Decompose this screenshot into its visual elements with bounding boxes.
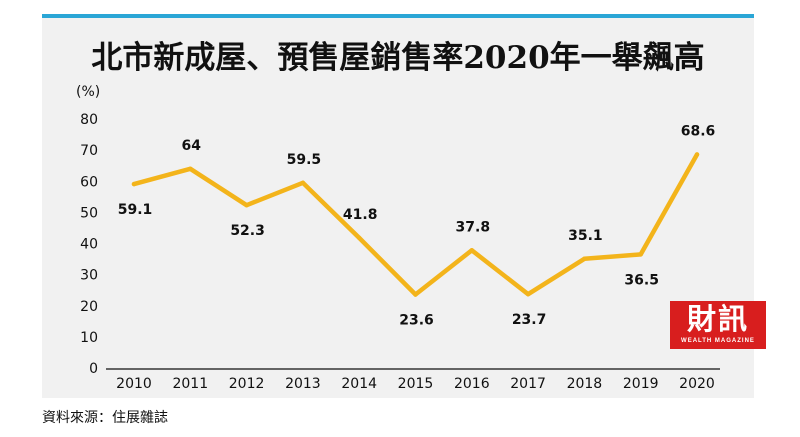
data-label-2010: 59.1 bbox=[118, 202, 153, 218]
data-point-2018 bbox=[582, 256, 587, 261]
data-label-2011: 64 bbox=[182, 138, 202, 154]
x-tick-label-2020: 2020 bbox=[679, 376, 715, 392]
x-tick-label-2010: 2010 bbox=[116, 376, 152, 392]
data-label-2017: 23.7 bbox=[512, 312, 547, 328]
y-tick-label-70: 70 bbox=[80, 143, 98, 159]
x-tick-label-2016: 2016 bbox=[454, 376, 490, 392]
logo-sub-text: WEALTH MAGAZINE bbox=[681, 338, 755, 344]
x-tick-label-2017: 2017 bbox=[510, 376, 546, 392]
x-tick-label-2013: 2013 bbox=[285, 376, 321, 392]
accent-bar bbox=[42, 14, 754, 18]
x-tick-label-2019: 2019 bbox=[623, 376, 659, 392]
data-label-2012: 52.3 bbox=[230, 223, 265, 239]
x-tick-label-2011: 2011 bbox=[172, 376, 208, 392]
x-tick-label-2018: 2018 bbox=[567, 376, 603, 392]
y-axis-unit: (%) bbox=[76, 84, 101, 100]
data-point-2014 bbox=[357, 235, 362, 241]
chart-background bbox=[42, 14, 754, 398]
x-tick-label-2015: 2015 bbox=[398, 376, 434, 392]
data-label-2013: 59.5 bbox=[287, 152, 322, 168]
data-point-2012 bbox=[244, 203, 249, 208]
chart-title: 北市新成屋、預售屋銷售率2020年一舉飆高 bbox=[91, 40, 705, 76]
data-label-2018: 35.1 bbox=[568, 228, 603, 244]
data-label-2014: 41.8 bbox=[343, 207, 378, 223]
data-label-2016: 37.8 bbox=[456, 219, 491, 235]
data-label-2020: 68.6 bbox=[681, 123, 716, 139]
y-tick-label-60: 60 bbox=[80, 174, 98, 190]
data-point-2020 bbox=[694, 152, 700, 157]
data-label-2019: 36.5 bbox=[624, 272, 659, 288]
data-point-2016 bbox=[469, 248, 474, 253]
x-tick-label-2012: 2012 bbox=[229, 376, 265, 392]
data-point-2019 bbox=[638, 252, 643, 257]
y-tick-label-10: 10 bbox=[80, 330, 98, 346]
y-tick-label-80: 80 bbox=[80, 112, 98, 128]
wealth-magazine-logo: 財訊 WEALTH MAGAZINE bbox=[670, 301, 766, 349]
logo-main-text: 財訊 bbox=[686, 302, 749, 336]
data-point-2010 bbox=[131, 181, 137, 187]
data-point-2011 bbox=[188, 166, 193, 171]
data-point-2017 bbox=[525, 292, 531, 297]
data-point-2013 bbox=[300, 180, 306, 186]
y-tick-label-20: 20 bbox=[80, 299, 98, 315]
y-tick-label-40: 40 bbox=[80, 237, 98, 253]
source-note: 資料來源：住展雜誌 bbox=[42, 410, 168, 426]
x-tick-label-2014: 2014 bbox=[341, 376, 377, 392]
series-line bbox=[131, 152, 700, 297]
data-point-2015 bbox=[413, 292, 418, 297]
y-tick-label-30: 30 bbox=[80, 268, 98, 284]
y-tick-label-50: 50 bbox=[80, 205, 98, 221]
data-label-2015: 23.6 bbox=[399, 313, 434, 329]
y-tick-label-0: 0 bbox=[89, 361, 98, 377]
